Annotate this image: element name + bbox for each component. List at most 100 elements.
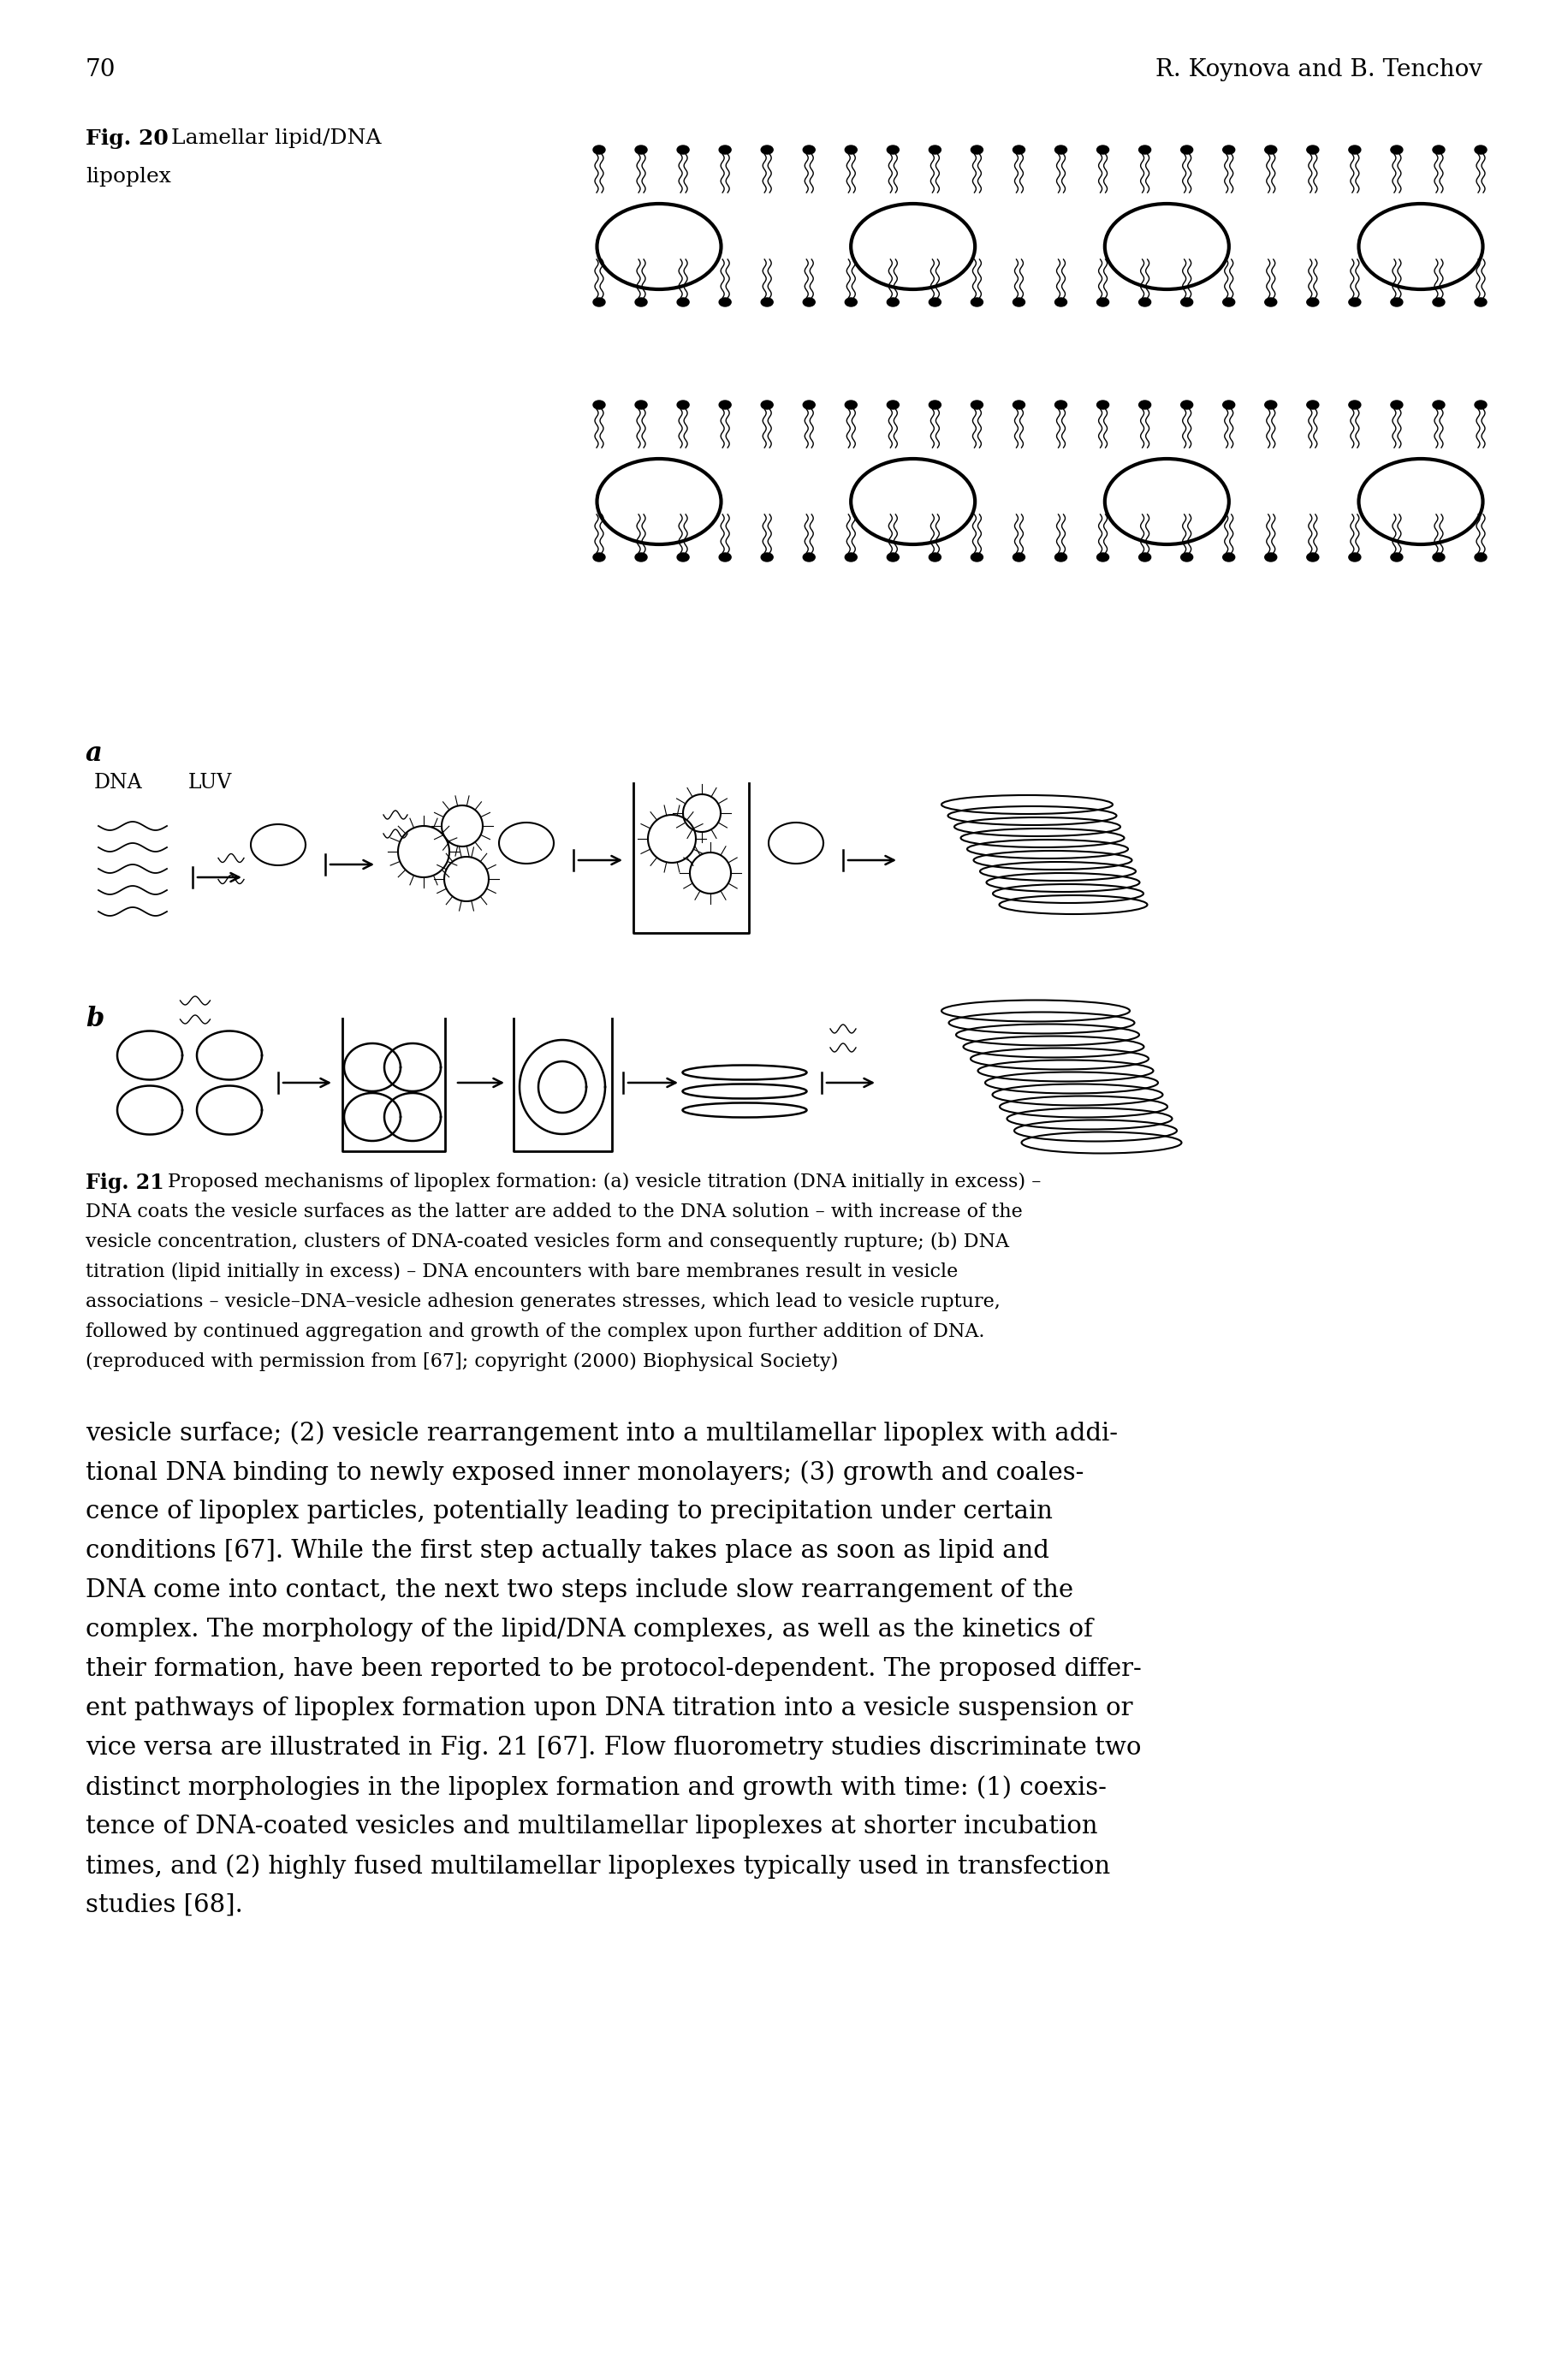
Ellipse shape [887,554,898,561]
Ellipse shape [1138,554,1151,561]
Text: titration (lipid initially in excess) – DNA encounters with bare membranes resul: titration (lipid initially in excess) – … [86,1262,958,1281]
Text: followed by continued aggregation and growth of the complex upon further additio: followed by continued aggregation and gr… [86,1323,985,1340]
Ellipse shape [845,402,858,409]
Ellipse shape [1055,554,1066,561]
Ellipse shape [1055,145,1066,154]
Ellipse shape [1348,145,1361,154]
Ellipse shape [1391,297,1403,307]
Ellipse shape [1181,145,1193,154]
Ellipse shape [1265,554,1276,561]
Ellipse shape [1181,402,1193,409]
Ellipse shape [887,297,898,307]
Ellipse shape [1181,554,1193,561]
Ellipse shape [677,402,688,409]
Ellipse shape [677,297,688,307]
Text: distinct morphologies in the lipoplex formation and growth with time: (1) coexis: distinct morphologies in the lipoplex fo… [86,1775,1107,1799]
Ellipse shape [1098,145,1109,154]
Text: complex. The morphology of the lipid/DNA complexes, as well as the kinetics of: complex. The morphology of the lipid/DNA… [86,1618,1093,1642]
Ellipse shape [1433,145,1444,154]
Ellipse shape [1098,554,1109,561]
Ellipse shape [1223,145,1236,154]
Ellipse shape [677,554,688,561]
Ellipse shape [887,402,898,409]
Ellipse shape [845,297,858,307]
Ellipse shape [593,402,605,409]
Text: tional DNA binding to newly exposed inner monolayers; (3) growth and coales-: tional DNA binding to newly exposed inne… [86,1461,1083,1485]
Ellipse shape [1223,554,1236,561]
Ellipse shape [1348,297,1361,307]
Text: lipoplex: lipoplex [86,166,171,188]
Ellipse shape [1348,554,1361,561]
Ellipse shape [1391,402,1403,409]
Text: a: a [86,741,102,767]
Ellipse shape [845,145,858,154]
Ellipse shape [1013,297,1025,307]
Ellipse shape [1433,402,1444,409]
Text: vesicle concentration, clusters of DNA-coated vesicles form and consequently rup: vesicle concentration, clusters of DNA-c… [86,1233,1010,1252]
Text: Fig. 20: Fig. 20 [86,128,168,150]
Text: cence of lipoplex particles, potentially leading to precipitation under certain: cence of lipoplex particles, potentially… [86,1499,1052,1523]
Ellipse shape [971,554,983,561]
Ellipse shape [845,554,858,561]
Ellipse shape [1475,402,1486,409]
Ellipse shape [887,145,898,154]
Ellipse shape [803,402,815,409]
Ellipse shape [593,554,605,561]
Ellipse shape [803,145,815,154]
Ellipse shape [1013,554,1025,561]
Text: LUV: LUV [188,772,232,794]
Ellipse shape [1055,297,1066,307]
Ellipse shape [1098,402,1109,409]
Ellipse shape [1138,145,1151,154]
Ellipse shape [928,297,941,307]
Text: Fig. 21: Fig. 21 [86,1174,165,1193]
Text: 70: 70 [86,57,116,81]
Ellipse shape [1306,554,1319,561]
Ellipse shape [1475,554,1486,561]
Ellipse shape [1138,297,1151,307]
Ellipse shape [1265,145,1276,154]
Ellipse shape [593,297,605,307]
Ellipse shape [803,297,815,307]
Text: DNA coats the vesicle surfaces as the latter are added to the DNA solution – wit: DNA coats the vesicle surfaces as the la… [86,1202,1022,1221]
Ellipse shape [677,145,688,154]
Text: tence of DNA-coated vesicles and multilamellar lipoplexes at shorter incubation: tence of DNA-coated vesicles and multila… [86,1815,1098,1839]
Ellipse shape [760,402,773,409]
Text: R. Koynova and B. Tenchov: R. Koynova and B. Tenchov [1156,57,1482,81]
Text: vesicle surface; (2) vesicle rearrangement into a multilamellar lipoplex with ad: vesicle surface; (2) vesicle rearrangeme… [86,1421,1118,1445]
Ellipse shape [1433,297,1444,307]
Text: studies [68].: studies [68]. [86,1894,243,1917]
Ellipse shape [635,554,648,561]
Ellipse shape [1306,145,1319,154]
Ellipse shape [928,554,941,561]
Text: associations – vesicle–DNA–vesicle adhesion generates stresses, which lead to ve: associations – vesicle–DNA–vesicle adhes… [86,1293,1000,1312]
Ellipse shape [593,145,605,154]
Ellipse shape [1306,297,1319,307]
Ellipse shape [720,402,731,409]
Ellipse shape [1223,297,1236,307]
Text: Proposed mechanisms of lipoplex formation: (a) vesicle titration (DNA initially : Proposed mechanisms of lipoplex formatio… [168,1174,1041,1190]
Ellipse shape [928,145,941,154]
Text: b: b [86,1005,103,1031]
Ellipse shape [1391,554,1403,561]
Ellipse shape [760,297,773,307]
Text: times, and (2) highly fused multilamellar lipoplexes typically used in transfect: times, and (2) highly fused multilamella… [86,1853,1110,1879]
Ellipse shape [971,297,983,307]
Ellipse shape [720,297,731,307]
Text: their formation, have been reported to be protocol-dependent. The proposed diffe: their formation, have been reported to b… [86,1656,1142,1680]
Ellipse shape [635,297,648,307]
Text: conditions [67]. While the first step actually takes place as soon as lipid and: conditions [67]. While the first step ac… [86,1540,1049,1563]
Ellipse shape [1475,297,1486,307]
Text: DNA: DNA [94,772,143,794]
Ellipse shape [1055,402,1066,409]
Ellipse shape [1391,145,1403,154]
Ellipse shape [720,145,731,154]
Ellipse shape [760,145,773,154]
Ellipse shape [1348,402,1361,409]
Ellipse shape [1013,402,1025,409]
Ellipse shape [1265,402,1276,409]
Ellipse shape [1475,145,1486,154]
Text: ent pathways of lipoplex formation upon DNA titration into a vesicle suspension : ent pathways of lipoplex formation upon … [86,1696,1132,1720]
Text: DNA come into contact, the next two steps include slow rearrangement of the: DNA come into contact, the next two step… [86,1578,1074,1601]
Ellipse shape [803,554,815,561]
